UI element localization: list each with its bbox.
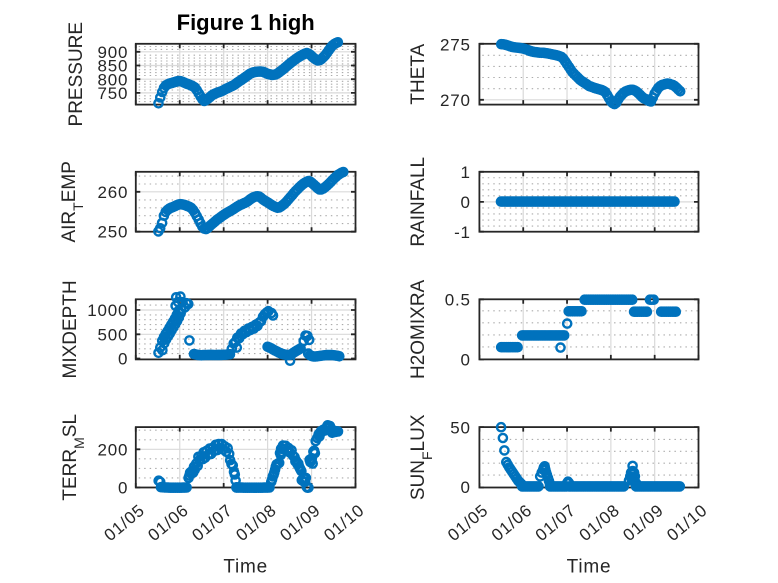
svg-text:275: 275 <box>440 35 471 54</box>
svg-text:1: 1 <box>461 163 471 182</box>
svg-text:-1: -1 <box>454 223 471 242</box>
svg-text:260: 260 <box>98 183 129 202</box>
svg-text:1000: 1000 <box>87 301 128 320</box>
svg-text:200: 200 <box>98 440 129 459</box>
svg-text:0.5: 0.5 <box>445 291 471 310</box>
svg-text:750: 750 <box>98 84 129 103</box>
svg-text:800: 800 <box>98 70 129 89</box>
svg-text:Time: Time <box>567 557 612 578</box>
svg-text:270: 270 <box>440 91 471 110</box>
svg-text:0: 0 <box>118 350 128 369</box>
svg-text:0: 0 <box>461 351 471 370</box>
svg-text:H2OMIXRA: H2OMIXRA <box>408 279 429 379</box>
svg-text:0: 0 <box>461 193 471 212</box>
svg-text:500: 500 <box>98 325 129 344</box>
svg-text:PRESSURE: PRESSURE <box>66 22 87 127</box>
svg-text:MIXDEPTH: MIXDEPTH <box>60 280 81 378</box>
svg-text:THETA: THETA <box>408 43 429 104</box>
svg-text:0: 0 <box>461 478 471 497</box>
svg-text:850: 850 <box>98 57 129 76</box>
svg-text:250: 250 <box>98 223 129 242</box>
svg-text:Time: Time <box>223 557 268 578</box>
svg-text:RAINFALL: RAINFALL <box>408 157 429 247</box>
svg-text:Figure 1 high: Figure 1 high <box>177 10 315 35</box>
svg-text:0: 0 <box>118 479 128 498</box>
svg-text:900: 900 <box>98 43 129 62</box>
svg-text:50: 50 <box>450 419 471 438</box>
